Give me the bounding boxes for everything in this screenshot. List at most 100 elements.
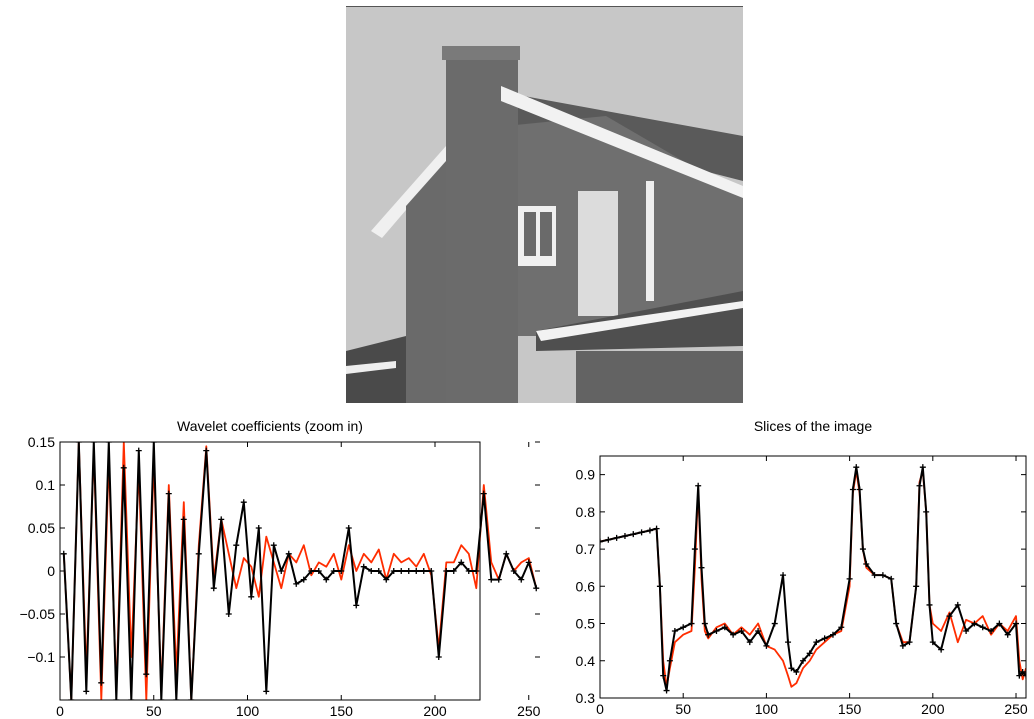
data-point-marker — [503, 550, 510, 557]
data-point-marker — [916, 482, 923, 489]
data-point-marker — [458, 559, 465, 566]
data-point-marker — [173, 697, 180, 700]
data-point-marker — [856, 486, 863, 493]
data-point-marker — [75, 442, 82, 445]
data-point-marker — [465, 568, 472, 574]
data-point-marker — [480, 490, 487, 497]
data-point-marker — [893, 620, 900, 627]
data-point-marker — [120, 464, 127, 471]
series-layer — [60, 442, 540, 700]
data-point-marker — [746, 639, 753, 646]
y-tick-label: 0.15 — [28, 434, 55, 450]
data-point-marker — [233, 542, 240, 549]
data-point-marker — [613, 534, 620, 541]
data-point-marker — [695, 482, 702, 489]
data-point-marker — [785, 639, 792, 646]
data-point-marker — [701, 620, 708, 627]
data-point-marker — [971, 620, 978, 627]
data-point-marker — [518, 576, 525, 583]
image-slices-chart: Slices of the image 0 50 100 150 200 250 0.9 0.… — [576, 418, 1028, 717]
x-tick-label: 0 — [56, 703, 64, 719]
data-point-marker — [345, 525, 352, 531]
data-point-marker — [443, 568, 450, 574]
x-tick-label: 200 — [921, 701, 945, 717]
data-point-marker — [954, 601, 961, 608]
y-tick-label: 0.6 — [576, 578, 596, 594]
y-tick-label: 0.9 — [576, 467, 596, 483]
data-point-marker — [863, 560, 870, 567]
data-point-marker — [698, 564, 705, 571]
y-tick-label: −0.05 — [20, 606, 56, 622]
data-point-marker — [510, 568, 517, 574]
data-point-marker — [926, 601, 933, 608]
x-tick-label: 200 — [423, 703, 447, 719]
data-point-marker — [158, 697, 165, 700]
data-point-marker — [90, 442, 97, 445]
data-point-marker — [263, 688, 270, 695]
data-point-marker — [338, 568, 345, 574]
data-point-marker — [383, 576, 390, 583]
data-point-marker — [285, 550, 292, 557]
data-point-marker — [853, 464, 860, 471]
data-point-marker — [771, 620, 778, 627]
data-point-marker — [293, 580, 300, 587]
x-tick-label: 250 — [517, 703, 541, 719]
data-point-marker — [248, 593, 255, 600]
data-point-marker — [390, 568, 397, 574]
data-point-marker — [713, 627, 720, 634]
data-point-marker — [270, 542, 277, 549]
data-point-marker — [375, 568, 382, 574]
data-point-marker — [495, 576, 502, 583]
data-point-marker — [225, 611, 232, 617]
data-point-marker — [859, 546, 866, 553]
data-point-marker — [638, 529, 645, 536]
data-point-marker — [829, 631, 836, 638]
data-point-marker — [300, 576, 307, 583]
data-point-marker — [793, 668, 800, 675]
data-point-marker — [946, 613, 953, 620]
data-point-marker — [656, 583, 663, 590]
data-point-marker — [800, 657, 807, 664]
data-point-marker — [923, 508, 930, 515]
data-point-marker — [680, 624, 687, 631]
data-point-marker — [879, 572, 886, 579]
data-point-marker — [83, 688, 90, 695]
data-point-marker — [871, 572, 878, 579]
data-point-marker — [195, 550, 202, 557]
data-point-marker — [143, 671, 150, 678]
data-point-marker — [660, 672, 667, 679]
data-point-marker — [846, 575, 853, 582]
data-point-marker — [763, 642, 770, 649]
data-point-marker — [68, 697, 75, 700]
data-point-marker — [988, 627, 995, 634]
y-tick-label: 0.1 — [36, 477, 56, 493]
data-point-marker — [533, 585, 540, 592]
data-point-marker — [755, 627, 762, 634]
data-point-marker — [705, 631, 712, 638]
data-point-marker — [688, 620, 695, 627]
data-point-marker — [398, 568, 405, 574]
data-point-marker — [996, 620, 1003, 627]
data-point-marker — [105, 442, 112, 445]
data-point-marker — [691, 546, 698, 553]
data-point-marker — [128, 697, 135, 700]
data-point-marker — [671, 627, 678, 634]
x-tick-label: 250 — [1004, 701, 1028, 717]
data-point-marker — [780, 572, 787, 579]
data-point-marker — [913, 583, 920, 590]
y-tick-label: 0.8 — [576, 504, 596, 520]
y-tick-label: 0.5 — [576, 616, 596, 632]
house-photo — [346, 6, 743, 403]
data-point-marker — [218, 516, 225, 523]
data-point-marker — [315, 568, 322, 574]
data-point-marker — [368, 568, 375, 574]
data-point-marker — [420, 568, 427, 574]
data-point-marker — [788, 665, 795, 672]
data-point-marker — [413, 568, 420, 574]
y-tick-label: −0.1 — [27, 649, 55, 665]
plot-frame — [599, 455, 1027, 699]
data-point-marker — [888, 575, 895, 582]
data-point-marker — [210, 585, 217, 592]
data-point-marker — [1019, 668, 1026, 675]
data-point-marker — [113, 697, 120, 700]
